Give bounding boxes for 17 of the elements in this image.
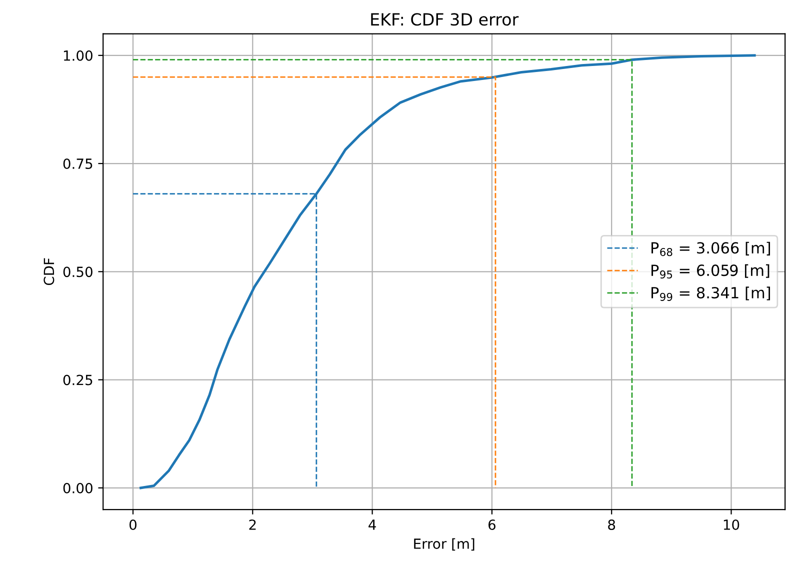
x-tick-label: 0	[130, 519, 136, 530]
x-tick-label: 10	[724, 519, 740, 530]
x-tick-label: 2	[249, 519, 256, 530]
y-tick-label: 0.00	[63, 482, 92, 494]
x-tick-label: 6	[488, 519, 496, 530]
x-axis-title: Error [m]	[414, 538, 474, 551]
y-axis-title: CDF	[44, 258, 54, 286]
y-tick-label: 1.00	[64, 50, 92, 61]
chart-title: EKF: CDF 3D error	[371, 13, 519, 26]
x-tick-label: 4	[368, 520, 376, 530]
legend-label: P$_{68}$ = 3.066 [m]	[652, 242, 770, 256]
y-tick-label: 0.50	[63, 266, 92, 278]
y-tick-label: 0.75	[63, 158, 92, 169]
x-tick-label: 8	[608, 519, 616, 530]
y-tick-label: 0.25	[63, 374, 92, 386]
legend-label: P$_{95}$ = 6.059 [m]	[652, 264, 770, 279]
legend-label: P$_{99}$ = 8.341 [m]	[652, 286, 770, 301]
